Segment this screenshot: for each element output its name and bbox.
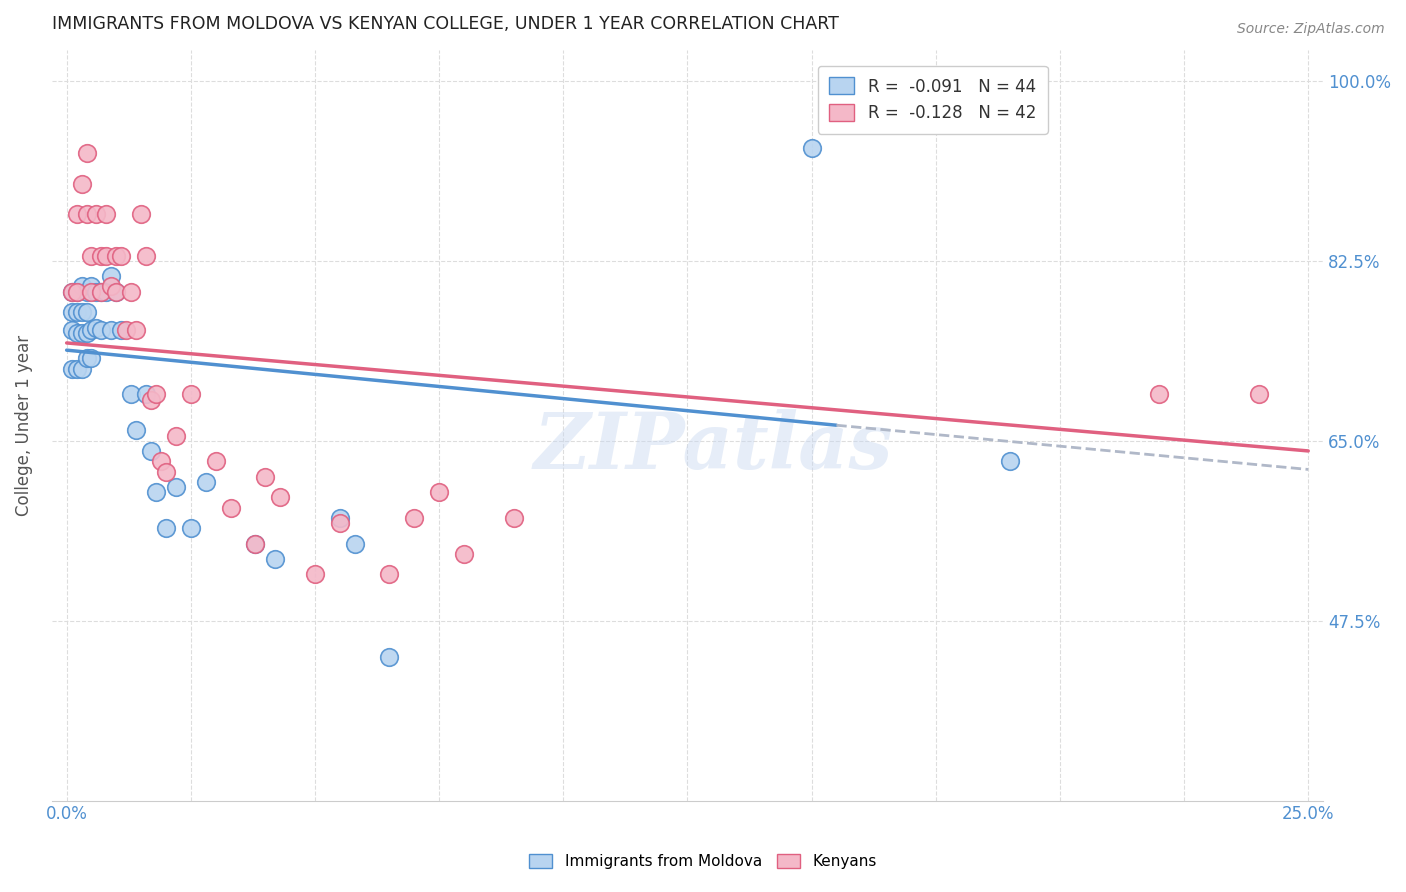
Point bbox=[70, 361, 93, 376]
Point bbox=[135, 387, 157, 401]
Point bbox=[76, 305, 98, 319]
Point bbox=[125, 322, 148, 336]
Point bbox=[76, 285, 98, 299]
Point bbox=[65, 305, 87, 319]
Point bbox=[135, 248, 157, 262]
Point bbox=[378, 649, 401, 664]
Point bbox=[120, 285, 142, 299]
Point bbox=[254, 469, 277, 483]
Point bbox=[80, 285, 103, 299]
Point bbox=[139, 392, 162, 407]
Point bbox=[145, 387, 167, 401]
Legend: Immigrants from Moldova, Kenyans: Immigrants from Moldova, Kenyans bbox=[523, 848, 883, 875]
Point bbox=[76, 145, 98, 160]
Point bbox=[404, 510, 426, 524]
Point bbox=[76, 351, 98, 366]
Point bbox=[378, 567, 401, 582]
Point bbox=[90, 248, 112, 262]
Point bbox=[194, 475, 217, 489]
Point bbox=[60, 305, 83, 319]
Point bbox=[60, 285, 83, 299]
Point bbox=[60, 285, 83, 299]
Point bbox=[129, 207, 152, 221]
Text: Source: ZipAtlas.com: Source: ZipAtlas.com bbox=[1237, 22, 1385, 37]
Point bbox=[80, 248, 103, 262]
Point bbox=[86, 285, 108, 299]
Point bbox=[96, 248, 118, 262]
Point bbox=[65, 285, 87, 299]
Point bbox=[120, 387, 142, 401]
Point bbox=[60, 361, 83, 376]
Point bbox=[180, 521, 202, 535]
Point bbox=[105, 248, 128, 262]
Point bbox=[110, 322, 132, 336]
Point bbox=[86, 320, 108, 334]
Point bbox=[150, 454, 173, 468]
Point bbox=[80, 351, 103, 366]
Text: IMMIGRANTS FROM MOLDOVA VS KENYAN COLLEGE, UNDER 1 YEAR CORRELATION CHART: IMMIGRANTS FROM MOLDOVA VS KENYAN COLLEG… bbox=[52, 15, 838, 33]
Point bbox=[100, 269, 122, 284]
Point bbox=[329, 516, 352, 530]
Point bbox=[180, 387, 202, 401]
Point bbox=[1149, 387, 1171, 401]
Point bbox=[329, 510, 352, 524]
Point bbox=[65, 326, 87, 340]
Point bbox=[105, 285, 128, 299]
Point bbox=[100, 279, 122, 293]
Point bbox=[304, 567, 326, 582]
Point bbox=[110, 248, 132, 262]
Point bbox=[65, 285, 87, 299]
Point bbox=[245, 536, 267, 550]
Y-axis label: College, Under 1 year: College, Under 1 year bbox=[15, 334, 32, 516]
Point bbox=[502, 510, 524, 524]
Point bbox=[80, 279, 103, 293]
Text: ZIPatlas: ZIPatlas bbox=[533, 409, 893, 486]
Point bbox=[105, 285, 128, 299]
Point bbox=[155, 465, 177, 479]
Point bbox=[96, 285, 118, 299]
Point bbox=[269, 490, 291, 504]
Point bbox=[125, 423, 148, 437]
Point bbox=[165, 428, 187, 442]
Point bbox=[343, 536, 366, 550]
Point bbox=[90, 322, 112, 336]
Point bbox=[80, 322, 103, 336]
Point bbox=[70, 177, 93, 191]
Point bbox=[139, 444, 162, 458]
Point bbox=[86, 207, 108, 221]
Point bbox=[1247, 387, 1270, 401]
Point bbox=[453, 547, 475, 561]
Point bbox=[100, 322, 122, 336]
Legend: R =  -0.091   N = 44, R =  -0.128   N = 42: R = -0.091 N = 44, R = -0.128 N = 42 bbox=[818, 66, 1047, 134]
Point bbox=[70, 326, 93, 340]
Point bbox=[90, 285, 112, 299]
Point bbox=[1000, 454, 1022, 468]
Point bbox=[60, 322, 83, 336]
Point bbox=[264, 552, 287, 566]
Point bbox=[155, 521, 177, 535]
Point bbox=[204, 454, 226, 468]
Point bbox=[219, 500, 242, 515]
Point bbox=[70, 279, 93, 293]
Point bbox=[145, 485, 167, 500]
Point bbox=[76, 326, 98, 340]
Point bbox=[96, 207, 118, 221]
Point bbox=[427, 485, 450, 500]
Point bbox=[245, 536, 267, 550]
Point bbox=[70, 305, 93, 319]
Point bbox=[76, 207, 98, 221]
Point bbox=[90, 285, 112, 299]
Point bbox=[65, 207, 87, 221]
Point bbox=[115, 322, 138, 336]
Point bbox=[165, 480, 187, 494]
Point bbox=[800, 140, 823, 154]
Point bbox=[65, 361, 87, 376]
